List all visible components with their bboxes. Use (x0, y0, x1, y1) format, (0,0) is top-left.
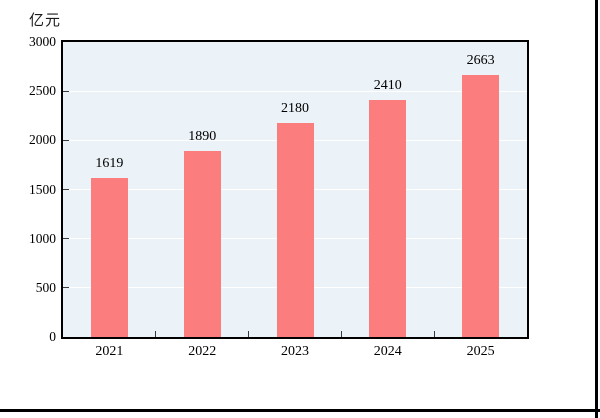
y-axis-tick (63, 238, 69, 240)
bar-2023 (276, 122, 314, 337)
y-axis-unit-label: 亿元 (29, 13, 62, 29)
bar-2022 (183, 151, 221, 337)
x-axis-tick (248, 331, 250, 337)
page-right-border (595, 0, 598, 418)
y-axis-tick-label: 3000 (29, 34, 56, 49)
y-axis-tick (63, 287, 69, 289)
x-axis-tick (155, 331, 157, 337)
bar-value-label: 2180 (281, 100, 309, 116)
y-axis-tick (63, 189, 69, 190)
x-axis-tick (340, 331, 342, 337)
bar-2024 (369, 100, 407, 337)
y-axis-tick-label: 2500 (29, 83, 56, 99)
y-axis-tick-label: 1000 (29, 230, 56, 246)
x-axis-label-2021: 2021 (95, 344, 124, 359)
gridline (63, 90, 527, 92)
x-axis-label-2023: 2023 (281, 344, 309, 359)
page-bottom-border (0, 409, 600, 412)
x-axis-label-2024: 2024 (373, 344, 402, 359)
bar-value-label: 1619 (95, 155, 124, 171)
x-axis-label-2022: 2022 (188, 344, 217, 359)
y-axis-tick-label: 1500 (29, 181, 56, 197)
y-axis-tick-label: 2000 (29, 132, 56, 148)
bar-2025 (462, 75, 500, 337)
y-axis-tick (63, 139, 69, 141)
bar-value-label: 2663 (466, 53, 495, 69)
x-axis-tick (433, 331, 435, 337)
y-axis-tick-label: 500 (35, 279, 56, 295)
plot-area: 1619 1890 2180 2410 2663 (61, 40, 529, 339)
x-axis-label-2025: 2025 (466, 344, 495, 359)
bar-value-label: 2410 (373, 78, 402, 94)
bar-value-label: 1890 (188, 129, 217, 145)
bar-2021 (90, 177, 128, 337)
y-axis-tick-label: 0 (49, 329, 56, 344)
y-axis-tick (63, 90, 69, 92)
